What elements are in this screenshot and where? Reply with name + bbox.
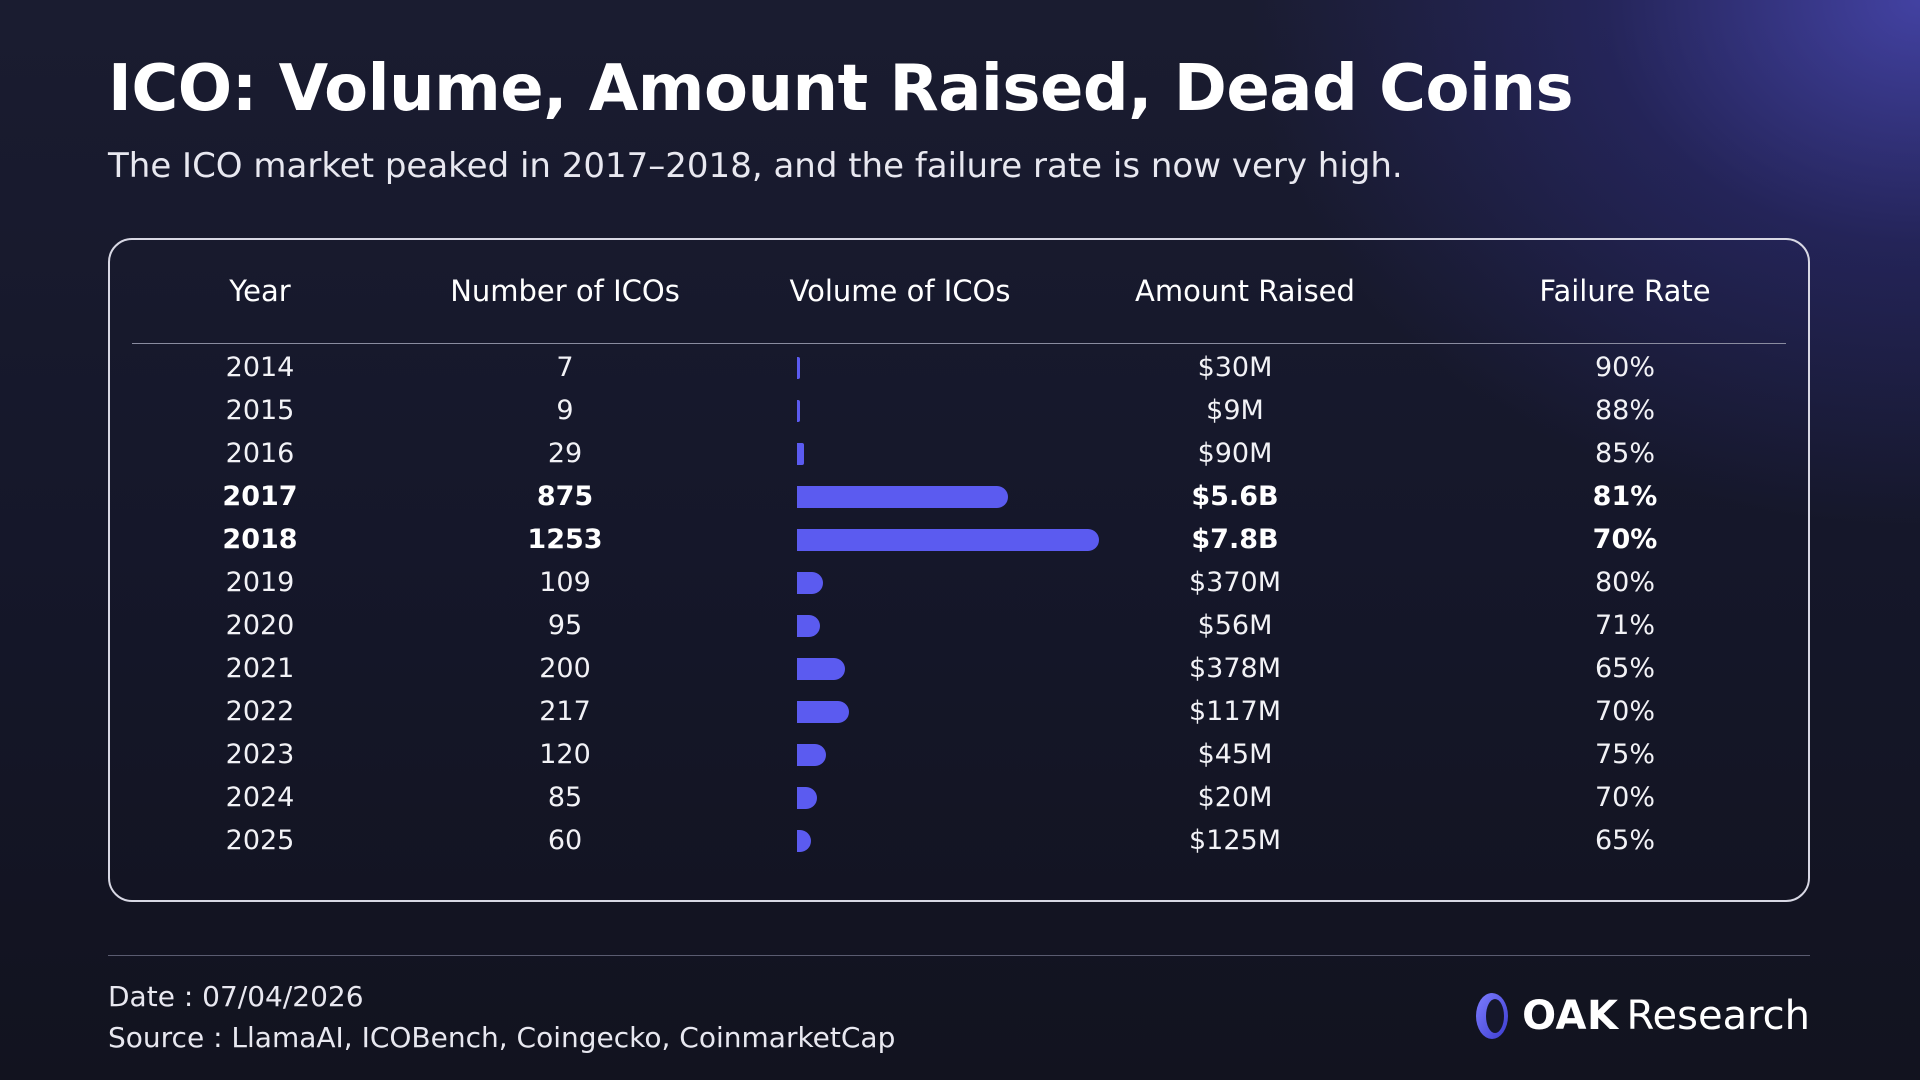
cell-failure: 71% — [1594, 610, 1655, 641]
cell-amount: $125M — [1188, 825, 1281, 856]
table-row: 2017 875 $5.6B 81% — [110, 475, 1808, 518]
cell-failure: 65% — [1594, 825, 1655, 856]
cell-year: 2020 — [225, 610, 295, 641]
cell-number: 217 — [539, 696, 591, 727]
cell-number: 109 — [539, 567, 591, 598]
table-row: 2018 1253 $7.8B 70% — [110, 518, 1808, 561]
table-row: 2023 120 $45M 75% — [110, 733, 1808, 776]
cell-year: 2015 — [225, 395, 295, 426]
cell-year: 2022 — [225, 696, 295, 727]
volume-bar — [797, 830, 812, 852]
cell-year: 2016 — [225, 438, 295, 469]
volume-bar — [797, 572, 824, 594]
table-row: 2021 200 $378M 65% — [110, 647, 1808, 690]
volume-bar — [797, 357, 800, 379]
volume-bar — [797, 658, 846, 680]
cell-amount: $370M — [1188, 567, 1281, 598]
cell-year: 2025 — [225, 825, 295, 856]
cell-failure: 70% — [1592, 524, 1658, 555]
cell-failure: 70% — [1594, 696, 1655, 727]
column-header-year: Year — [229, 274, 291, 308]
date-label: Date : 07/04/2026 — [108, 980, 364, 1013]
cell-failure: 75% — [1594, 739, 1655, 770]
cell-number: 95 — [547, 610, 583, 641]
cell-year: 2023 — [225, 739, 295, 770]
table-header: Year Number of ICOs Volume of ICOs Amoun… — [110, 240, 1808, 344]
ico-table-panel: Year Number of ICOs Volume of ICOs Amoun… — [108, 238, 1810, 902]
cell-number: 875 — [536, 481, 594, 512]
cell-amount: $378M — [1188, 653, 1281, 684]
volume-bar — [797, 744, 826, 766]
cell-failure: 88% — [1594, 395, 1655, 426]
cell-failure: 65% — [1594, 653, 1655, 684]
cell-amount: $5.6B — [1191, 481, 1279, 512]
cell-number: 7 — [556, 352, 574, 383]
cell-year: 2024 — [225, 782, 295, 813]
volume-bar — [797, 486, 1008, 508]
cell-number: 1253 — [527, 524, 603, 555]
cell-number: 60 — [547, 825, 583, 856]
table-row: 2020 95 $56M 71% — [110, 604, 1808, 647]
table-row: 2015 9 $9M 88% — [110, 389, 1808, 432]
cell-number: 29 — [547, 438, 583, 469]
table-row: 2014 7 $30M 90% — [110, 346, 1808, 389]
column-header-amount: Amount Raised — [1135, 274, 1355, 308]
volume-bar — [797, 400, 800, 422]
cell-amount: $7.8B — [1191, 524, 1279, 555]
page-subtitle: The ICO market peaked in 2017–2018, and … — [108, 146, 1403, 186]
cell-failure: 81% — [1592, 481, 1658, 512]
cell-amount: $45M — [1197, 739, 1273, 770]
cell-year: 2019 — [225, 567, 295, 598]
page-title: ICO: Volume, Amount Raised, Dead Coins — [108, 52, 1574, 126]
volume-bar — [797, 443, 804, 465]
footer-divider — [108, 955, 1810, 956]
cell-year: 2017 — [222, 481, 298, 512]
cell-amount: $117M — [1188, 696, 1281, 727]
cell-year: 2014 — [225, 352, 295, 383]
column-header-number: Number of ICOs — [450, 274, 680, 308]
table-row: 2025 60 $125M 65% — [110, 819, 1808, 862]
cell-failure: 85% — [1594, 438, 1655, 469]
cell-amount: $30M — [1197, 352, 1273, 383]
table-row: 2019 109 $370M 80% — [110, 561, 1808, 604]
cell-number: 85 — [547, 782, 583, 813]
cell-year: 2021 — [225, 653, 295, 684]
volume-bar — [797, 615, 820, 637]
column-header-failure: Failure Rate — [1539, 274, 1711, 308]
source-label: Source : LlamaAI, ICOBench, Coingecko, C… — [108, 1021, 896, 1054]
cell-amount: $20M — [1197, 782, 1273, 813]
volume-bar — [797, 529, 1099, 551]
oak-research-logo: OAK Research — [1472, 988, 1810, 1044]
cell-failure: 70% — [1594, 782, 1655, 813]
header-divider — [132, 343, 1786, 344]
cell-number: 120 — [539, 739, 591, 770]
cell-failure: 80% — [1594, 567, 1655, 598]
column-header-volume: Volume of ICOs — [789, 274, 1011, 308]
oak-logo-icon — [1476, 993, 1509, 1039]
volume-bar — [797, 701, 850, 723]
table-row: 2016 29 $90M 85% — [110, 432, 1808, 475]
volume-bar — [797, 787, 818, 809]
cell-amount: $90M — [1197, 438, 1273, 469]
table-row: 2022 217 $117M 70% — [110, 690, 1808, 733]
table-row: 2024 85 $20M 70% — [110, 776, 1808, 819]
cell-amount: $9M — [1206, 395, 1264, 426]
cell-number: 200 — [539, 653, 591, 684]
logo-oak-text: OAK — [1522, 993, 1619, 1039]
cell-number: 9 — [556, 395, 574, 426]
logo-research-text: Research — [1626, 993, 1810, 1039]
cell-amount: $56M — [1197, 610, 1273, 641]
cell-year: 2018 — [222, 524, 298, 555]
cell-failure: 90% — [1594, 352, 1655, 383]
